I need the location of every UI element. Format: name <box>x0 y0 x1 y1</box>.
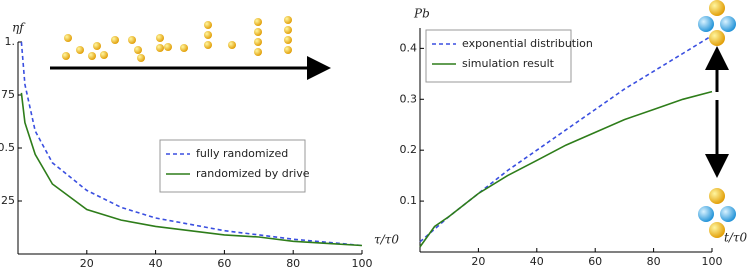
series-line <box>20 92 363 247</box>
x-tick-label: 100 <box>702 255 723 267</box>
y-tick-label: 0.3 <box>400 92 418 105</box>
y-axis-label: ηf <box>12 21 26 35</box>
legend-label: fully randomized <box>196 147 288 160</box>
legend-label: exponential distribution <box>462 37 593 50</box>
legend-box <box>159 139 306 193</box>
chart: 0.25 0.5 0.75 1. 20 40 60 80 100 ηf τ/τ0 fully rand… <box>0 21 399 267</box>
x-tick-label: 100 <box>352 257 373 267</box>
y-axis-label: Pb <box>413 7 430 21</box>
x-axis-label: τ/τ0 <box>374 233 399 247</box>
legend-label: randomized by drive <box>196 167 310 180</box>
x-tick-label: 40 <box>149 257 163 267</box>
x-tick-label: 60 <box>588 255 602 267</box>
y-tick-label: 0.5 <box>0 141 15 154</box>
series-line <box>419 90 713 248</box>
y-tick-label: 0.4 <box>400 41 418 54</box>
y-tick-label: 0.75 <box>0 88 15 101</box>
chart: 0.1 0.2 0.3 0.4 20 40 60 80 100 Pb t/τ0 exponential… <box>400 7 747 267</box>
x-axis-label: t/τ0 <box>724 231 747 245</box>
x-tick-label: 40 <box>530 255 544 267</box>
legend-label: simulation result <box>462 57 555 70</box>
x-tick-label: 20 <box>471 255 485 267</box>
y-tick-label: 0.2 <box>400 143 418 156</box>
y-tick-label: 0.25 <box>0 194 15 207</box>
x-tick-label: 20 <box>80 257 94 267</box>
legend-box <box>425 29 572 83</box>
y-tick-label: 0.1 <box>400 194 418 207</box>
x-tick-label: 80 <box>286 257 300 267</box>
x-tick-label: 60 <box>217 257 231 267</box>
spin-decoration <box>50 16 331 80</box>
state-decoration <box>698 0 736 238</box>
y-tick-label: 1. <box>5 35 16 48</box>
x-tick-label: 80 <box>647 255 661 267</box>
